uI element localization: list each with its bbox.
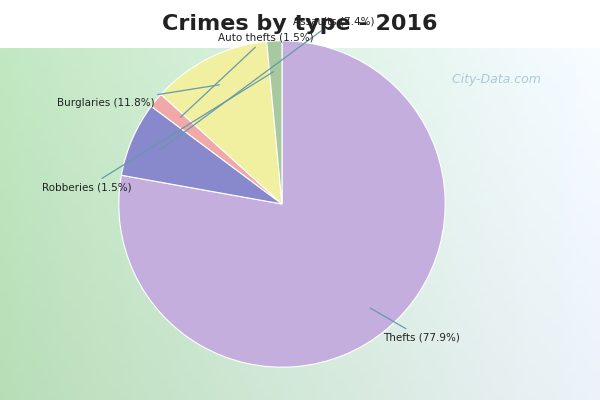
Wedge shape (151, 94, 282, 204)
Text: Burglaries (11.8%): Burglaries (11.8%) (57, 85, 220, 108)
Text: Auto thefts (1.5%): Auto thefts (1.5%) (181, 32, 313, 117)
Text: Assaults (7.4%): Assaults (7.4%) (161, 16, 375, 149)
Wedge shape (121, 106, 282, 204)
Text: City-Data.com: City-Data.com (443, 74, 541, 86)
Wedge shape (161, 42, 282, 204)
Text: Crimes by type - 2016: Crimes by type - 2016 (162, 14, 438, 34)
Wedge shape (266, 41, 282, 204)
Wedge shape (119, 41, 445, 367)
Text: Robberies (1.5%): Robberies (1.5%) (42, 72, 274, 193)
Text: Thefts (77.9%): Thefts (77.9%) (370, 308, 460, 343)
